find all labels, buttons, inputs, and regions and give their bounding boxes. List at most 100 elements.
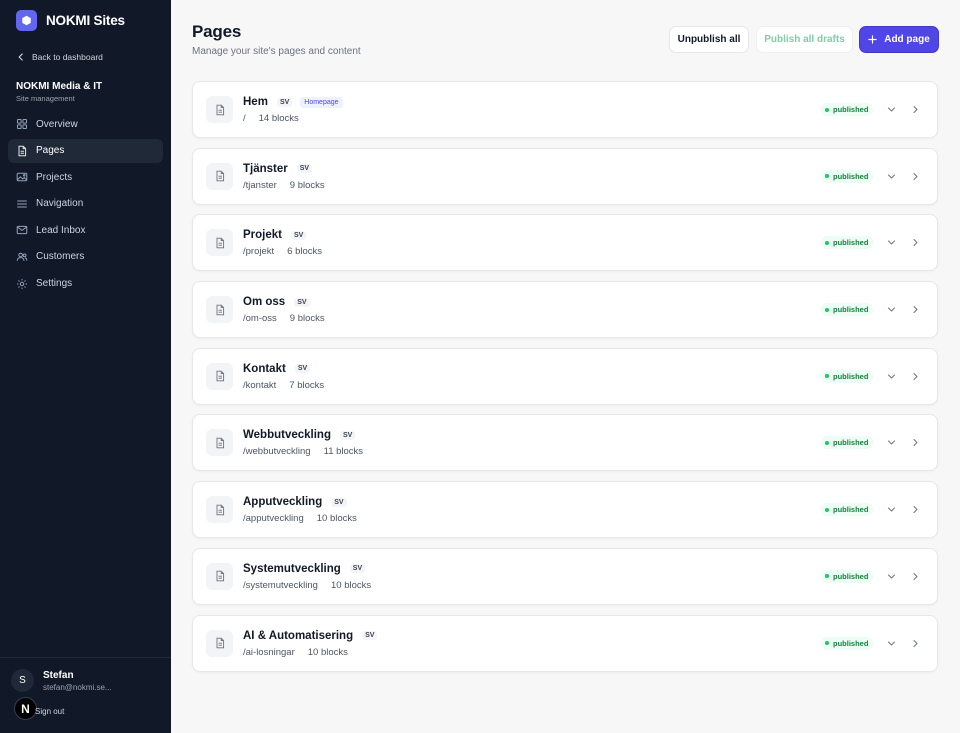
page-name: Projekt: [243, 229, 282, 242]
page-row[interactable]: Kontakt SV /kontakt 7 blocks published: [192, 347, 938, 405]
site-subtitle: Site management: [16, 94, 75, 103]
sidebar-item-label: Settings: [36, 278, 73, 290]
chevron-right-icon[interactable]: [910, 437, 921, 448]
sidebar-item-pages[interactable]: Pages: [8, 138, 163, 163]
chevron-right-icon[interactable]: [910, 104, 921, 115]
n-logo-icon[interactable]: N: [14, 697, 37, 720]
page-title-line: Webbutveckling SV: [243, 429, 356, 441]
chevron-down-icon[interactable]: [886, 237, 897, 248]
language-badge: SV: [294, 297, 310, 307]
language-badge: SV: [331, 497, 347, 507]
page-row[interactable]: Systemutveckling SV /systemutveckling 10…: [192, 547, 938, 605]
page-subtitle: Manage your site's pages and content: [192, 46, 361, 57]
chevron-right-icon[interactable]: [910, 504, 921, 515]
status-label: published: [833, 171, 869, 181]
chevron-down-icon[interactable]: [886, 104, 897, 115]
unpublish-all-button[interactable]: Unpublish all: [669, 26, 749, 53]
chevron-down-icon[interactable]: [886, 171, 897, 182]
sidebar-item-settings[interactable]: Settings: [8, 272, 163, 296]
page-path: /ai-losningar: [243, 646, 295, 658]
image-icon: [16, 172, 28, 182]
page-meta: /apputveckling 10 blocks: [243, 513, 357, 524]
chevron-down-icon[interactable]: [886, 571, 897, 582]
publish-all-drafts-button[interactable]: Publish all drafts: [756, 26, 853, 53]
page-row[interactable]: Tjänster SV /tjanster 9 blocks published: [192, 147, 938, 205]
page-title-line: Kontakt SV: [243, 363, 311, 375]
page-title-line: Tjänster SV: [243, 162, 313, 175]
page-path: /projekt: [243, 246, 275, 258]
chevron-down-icon[interactable]: [886, 437, 897, 448]
language-badge: SV: [291, 230, 307, 240]
sidebar-item-customers[interactable]: Customers: [8, 245, 163, 269]
page-title-line: Systemutveckling SV: [243, 562, 366, 575]
sidebar-item-label: Navigation: [36, 198, 84, 210]
chevron-right-icon[interactable]: [910, 237, 921, 248]
status-label: published: [833, 238, 869, 248]
chevron-down-icon[interactable]: [886, 304, 897, 315]
chevron-down-icon[interactable]: [886, 504, 897, 515]
chevron-right-icon[interactable]: [910, 304, 921, 315]
page-meta: /tjanster 9 blocks: [243, 180, 325, 191]
menu-icon: [17, 200, 27, 208]
status-dot-icon: [825, 440, 829, 445]
status-label: published: [833, 371, 869, 381]
block-count: 9 blocks: [289, 179, 325, 191]
add-page-button[interactable]: Add page: [859, 26, 939, 53]
language-badge: SV: [362, 631, 378, 640]
page-row[interactable]: AI & Automatisering SV /ai-losningar 10 …: [192, 614, 938, 672]
chevron-down-icon[interactable]: [886, 371, 897, 382]
chevron-right-icon[interactable]: [910, 638, 921, 649]
gear-icon: [17, 278, 27, 289]
page-name: Systemutveckling: [243, 562, 341, 575]
status-badge: published: [821, 103, 874, 116]
chevron-down-icon[interactable]: [886, 638, 897, 649]
language-badge: SV: [296, 164, 313, 174]
language-badge: SV: [294, 364, 311, 374]
grid-icon: [17, 119, 27, 129]
sidebar-item-label: Projects: [36, 171, 73, 183]
status-badge: published: [821, 569, 874, 583]
page-path: /tjanster: [243, 179, 277, 191]
page-row[interactable]: Apputveckling SV /apputveckling 10 block…: [192, 481, 938, 539]
document-icon: [206, 429, 233, 457]
status-dot-icon: [825, 107, 829, 112]
page-path: /systemutveckling: [243, 579, 318, 591]
page-path: /om-oss: [243, 313, 277, 325]
page-row[interactable]: Hem SV Homepage / 14 blocks published: [192, 81, 938, 138]
page-name: Tjänster: [243, 162, 288, 175]
block-count: 10 blocks: [307, 646, 348, 658]
page-meta: /systemutveckling 10 blocks: [243, 580, 371, 591]
brand[interactable]: NOKMI Sites: [16, 10, 125, 31]
users-icon: [16, 252, 28, 261]
back-to-dashboard-link[interactable]: Back to dashboard: [16, 52, 103, 62]
page-path: /webbutveckling: [243, 446, 311, 458]
sidebar-divider: [0, 657, 171, 658]
status-badge: published: [821, 503, 874, 517]
page-name: AI & Automatisering: [243, 629, 354, 642]
page-meta: /kontakt 7 blocks: [243, 380, 324, 391]
add-page-label: Add page: [884, 34, 930, 45]
document-icon: [206, 362, 233, 390]
sidebar-item-label: Customers: [36, 251, 85, 263]
sidebar-item-navigation[interactable]: Navigation: [8, 192, 163, 216]
avatar[interactable]: S: [11, 669, 34, 692]
page-row[interactable]: Om oss SV /om-oss 9 blocks published: [192, 281, 938, 339]
status-dot-icon: [825, 174, 829, 179]
page-meta: /om-oss 9 blocks: [243, 313, 325, 324]
chevron-right-icon[interactable]: [910, 571, 921, 582]
status-badge: published: [821, 369, 874, 383]
inbox-icon: [16, 226, 28, 235]
sidebar-item-lead-inbox[interactable]: Lead Inbox: [8, 218, 163, 242]
document-icon: [18, 145, 27, 156]
brand-name: NOKMI Sites: [46, 13, 125, 28]
sidebar-item-overview[interactable]: Overview: [8, 112, 163, 136]
sign-out-link[interactable]: Sign out: [35, 707, 65, 716]
block-count: 11 blocks: [323, 446, 364, 458]
language-badge: SV: [276, 97, 293, 107]
sidebar-item-projects[interactable]: Projects: [8, 165, 163, 189]
chevron-right-icon[interactable]: [910, 171, 921, 182]
chevron-right-icon[interactable]: [910, 371, 921, 382]
page-row[interactable]: Webbutveckling SV /webbutveckling 11 blo…: [192, 414, 938, 472]
block-count: 6 blocks: [287, 246, 323, 258]
page-row[interactable]: Projekt SV /projekt 6 blocks published: [192, 214, 938, 272]
